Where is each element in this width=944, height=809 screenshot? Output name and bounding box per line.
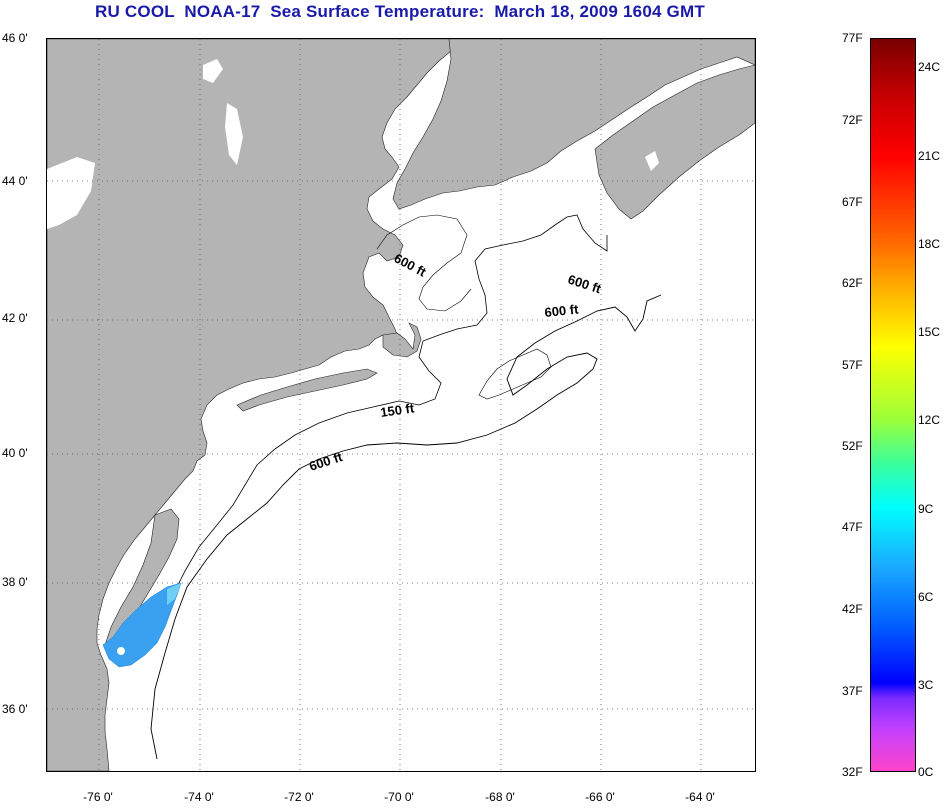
sst-patch-light <box>167 583 181 605</box>
colorbar-f-label: 77F <box>842 31 863 45</box>
lake-shape <box>203 59 223 83</box>
lat-label-38: 38 0' <box>2 575 28 589</box>
lon-label-64: -64 0' <box>685 790 715 804</box>
lon-label-70: -70 0' <box>384 790 414 804</box>
depth-contour-150ft <box>142 214 608 644</box>
lake-shape <box>225 103 243 165</box>
map-title: RU COOL NOAA-17 Sea Surface Temperature:… <box>95 2 705 21</box>
georges-bank <box>478 348 552 400</box>
colorbar-c-label: 12C <box>918 413 941 427</box>
colorbar-f-label: 32F <box>842 765 863 779</box>
colorbar-c-label: 15C <box>918 325 941 339</box>
colorbar-c-label: 3C <box>918 678 934 692</box>
cape-cod <box>382 322 422 358</box>
lon-label-76: -76 0' <box>83 790 113 804</box>
lake-shape <box>47 157 95 229</box>
contour-label: 600 ft <box>544 301 580 320</box>
depth-contour-gulf-maine <box>376 214 472 312</box>
colorbar-c-label: 0C <box>918 765 934 779</box>
colorbar-c-label: 24C <box>918 60 941 74</box>
lon-label-72: -72 0' <box>284 790 314 804</box>
nova-scotia <box>594 64 755 220</box>
colorbar-c-label: 9C <box>918 502 934 516</box>
contour-label: 600 ft <box>307 449 345 474</box>
sst-map: 600 ft 600 ft 600 ft 150 ft 600 ft <box>46 38 756 772</box>
sst-patch <box>102 582 182 668</box>
colorbar-f-label: 37F <box>842 684 863 698</box>
colorbar-f-label: 67F <box>842 195 863 209</box>
colorbar <box>870 38 916 772</box>
new-brunswick <box>392 39 755 210</box>
colorbar-c-label: 18C <box>918 237 941 251</box>
us-mainland <box>47 39 452 771</box>
colorbar-f-label: 52F <box>842 439 863 453</box>
lat-label-42: 42 0' <box>2 311 28 325</box>
lat-label-44: 44 0' <box>2 174 28 188</box>
contour-label: 150 ft <box>379 400 415 420</box>
lat-label-36: 36 0' <box>2 702 28 716</box>
colorbar-f-label: 47F <box>842 520 863 534</box>
colorbar-f-label: 42F <box>842 602 863 616</box>
colorbar-f-label: 72F <box>842 113 863 127</box>
grid <box>47 39 755 771</box>
lon-label-66: -66 0' <box>585 790 615 804</box>
long-island <box>236 368 378 412</box>
lon-label-68: -68 0' <box>485 790 515 804</box>
map-canvas: 600 ft 600 ft 600 ft 150 ft 600 ft <box>47 39 755 771</box>
sst-gap <box>117 647 125 655</box>
depth-contour-600ft <box>150 294 662 760</box>
lat-label-40: 40 0' <box>2 446 28 460</box>
contour-label: 600 ft <box>392 250 430 280</box>
lake-shape <box>645 151 659 171</box>
lon-label-74: -74 0' <box>184 790 214 804</box>
colorbar-f-label: 62F <box>842 276 863 290</box>
contour-label: 600 ft <box>566 272 604 297</box>
lat-label-46: 46 0' <box>2 31 28 45</box>
colorbar-c-label: 21C <box>918 149 941 163</box>
colorbar-c-label: 6C <box>918 590 934 604</box>
colorbar-f-label: 57F <box>842 358 863 372</box>
